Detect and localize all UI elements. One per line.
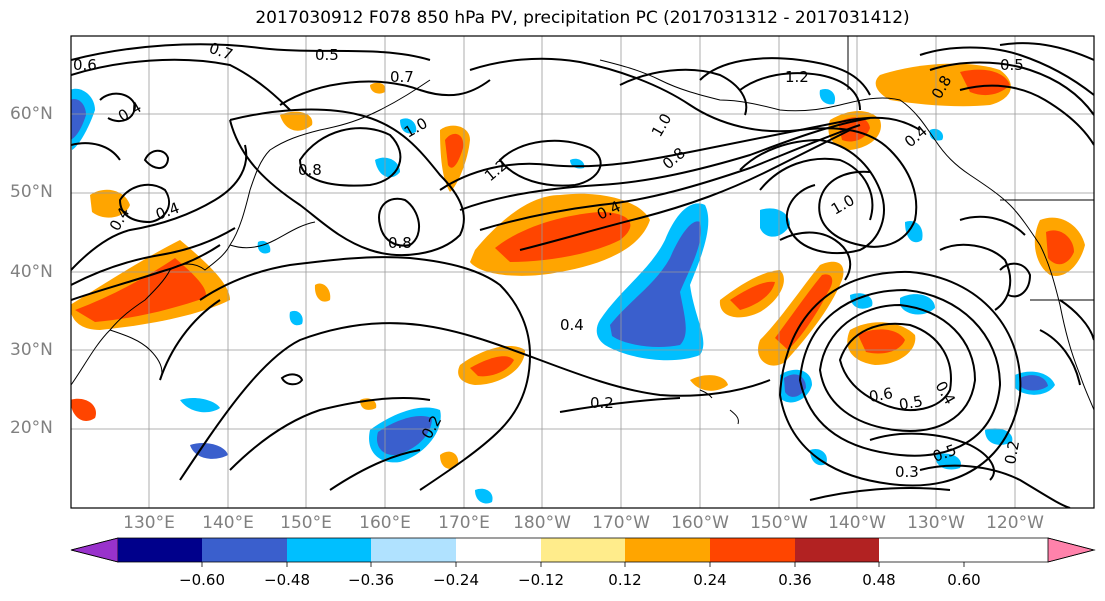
map-title: 2017030912 F078 850 hPa PV, precipitatio… (255, 8, 910, 28)
contour-label: 0.7 (390, 68, 414, 86)
colorbar-tick-label: 0.24 (693, 571, 727, 589)
pv-contours (71, 42, 1094, 508)
contour-label: 0.4 (560, 316, 584, 334)
lat-label: 40°N (10, 262, 53, 282)
contour-label: 1.0 (828, 191, 858, 219)
precipitation-shading (71, 63, 1085, 504)
lon-label: 160°E (359, 513, 411, 533)
colorbar-segment (710, 538, 795, 562)
colorbar-tick-label: 0.36 (778, 571, 812, 589)
contour-label: 0.4 (901, 122, 931, 151)
colorbar-tick-label: −0.36 (348, 571, 394, 589)
colorbar-tick-label: 0.48 (862, 571, 896, 589)
lon-label: 170°E (438, 513, 490, 533)
lon-label: 170°W (592, 513, 650, 533)
contour-label: 0.2 (590, 394, 614, 412)
contour-label: 0.5 (1000, 56, 1024, 74)
contour-label: 0.7 (207, 39, 236, 64)
contour-label: 0.2 (1001, 439, 1023, 466)
lon-label: 130°E (123, 513, 175, 533)
colorbar-segment (541, 538, 625, 562)
colorbar-outline (70, 537, 1096, 563)
lat-label: 20°N (10, 418, 53, 438)
colorbar-tick-label: −0.48 (264, 571, 310, 589)
colorbar-extend-high (1047, 537, 1096, 563)
coastlines (71, 36, 1094, 425)
colorbar-segment (371, 538, 456, 562)
colorbar-extend-low (70, 537, 119, 563)
colorbar-segment (118, 538, 202, 562)
contour-label: 0.6 (73, 56, 97, 74)
colorbar-tick-label: 0.60 (947, 571, 981, 589)
contour-label: 1.2 (481, 156, 511, 185)
lon-label: 150°W (750, 513, 808, 533)
lat-label: 30°N (10, 340, 53, 360)
lon-label: 130°W (907, 513, 965, 533)
positive-anomaly-shading (71, 63, 1085, 469)
colorbar-tick-label: −0.24 (433, 571, 479, 589)
contour-label: 0.6 (868, 384, 895, 406)
colorbar-segment (795, 538, 879, 562)
colorbar-segment (202, 538, 287, 562)
negative-anomaly-shading (71, 88, 1055, 504)
lat-label: 50°N (10, 182, 53, 202)
contour-label: 0.4 (153, 199, 182, 224)
contour-label: 0.8 (659, 144, 689, 173)
colorbar-tick-label: 0.12 (608, 571, 642, 589)
lon-label: 120°W (986, 513, 1044, 533)
contour-label: 1.2 (785, 68, 809, 86)
contour-label: 0.8 (298, 161, 322, 179)
lon-label: 180°W (513, 513, 571, 533)
colorbar-segment (287, 538, 371, 562)
lon-label: 140°E (202, 513, 254, 533)
colorbar-segment (456, 538, 541, 562)
colorbar-segment (625, 538, 710, 562)
graticule (71, 36, 1094, 508)
lon-label: 140°W (828, 513, 886, 533)
lon-label: 150°E (280, 513, 332, 533)
contour-label: 0.3 (895, 463, 919, 481)
colorbar (70, 537, 1096, 567)
contour-label: 0.5 (315, 46, 339, 64)
contour-label: 0.5 (898, 392, 925, 414)
contour-label: 1.0 (648, 110, 676, 140)
contour-label: 0.8 (388, 234, 412, 252)
lon-label: 160°W (671, 513, 729, 533)
map-frame (70, 35, 1095, 509)
lat-label: 60°N (10, 104, 53, 124)
colorbar-tick-label: −0.12 (518, 571, 564, 589)
colorbar-tick-label: −0.60 (179, 571, 225, 589)
